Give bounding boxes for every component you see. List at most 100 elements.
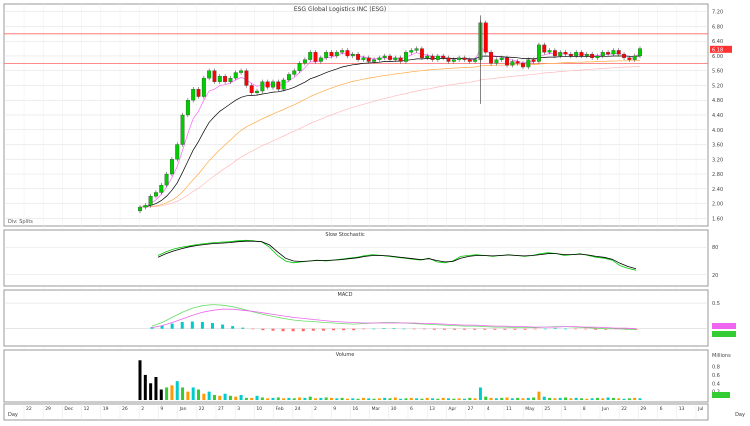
volume-bar xyxy=(244,397,248,400)
volume-bar xyxy=(170,385,174,400)
candle-body xyxy=(441,55,446,58)
macd-histogram-bar xyxy=(392,328,396,329)
volume-bar xyxy=(303,397,307,400)
macd-histogram-bar xyxy=(382,328,386,329)
volume-bar xyxy=(260,397,264,400)
x-axis-tick-label: 1 xyxy=(564,406,567,412)
x-axis-ticks: 22 29 Dec 12 19 26 2 9 Jan 22 27 3 10 Feb 24 2 9 16 Mar 30 6… xyxy=(23,404,703,420)
candle-body xyxy=(313,52,318,62)
volume-y-tick-label: 0.4 xyxy=(712,381,720,387)
volume-panel-frame xyxy=(3,349,709,403)
macd-histogram-bar xyxy=(180,322,184,329)
candle-body xyxy=(398,57,403,62)
macd-histogram-bar xyxy=(533,328,537,330)
volume-bar xyxy=(191,387,195,400)
volume-bar xyxy=(595,397,599,400)
volume-bar xyxy=(558,397,562,400)
candle-body xyxy=(233,72,238,79)
candle-body xyxy=(292,70,297,75)
candle-body xyxy=(154,192,158,197)
candle-body xyxy=(281,79,286,90)
volume-bar xyxy=(574,397,578,400)
volume-bar xyxy=(239,394,243,400)
x-axis-tick-label: 29 xyxy=(45,406,51,412)
volume-bar xyxy=(569,398,573,400)
volume-bar xyxy=(420,398,424,400)
macd-histogram-bar xyxy=(473,328,477,330)
candle-body xyxy=(302,59,307,64)
volume-bar xyxy=(308,396,312,400)
volume-bar xyxy=(383,397,387,400)
volume-bar xyxy=(532,397,536,400)
candle-body xyxy=(308,52,313,60)
price-candles xyxy=(138,15,642,214)
volume-bar xyxy=(159,389,163,400)
macd-panel: MACD 0.5 xyxy=(3,289,736,347)
volume-bar xyxy=(271,397,275,400)
volume-bar xyxy=(425,397,429,400)
macd-line xyxy=(151,308,637,330)
macd-histogram-bar xyxy=(543,328,547,330)
macd-y-tick-label: 0.5 xyxy=(712,301,720,307)
macd-panel-title: MACD xyxy=(338,292,353,298)
volume-bar xyxy=(276,397,280,400)
volume-bar xyxy=(250,397,254,400)
x-axis-tick-label: 30 xyxy=(391,406,397,412)
volume-bar xyxy=(186,391,190,400)
macd-histogram xyxy=(150,321,638,332)
x-axis-tick-label: May xyxy=(525,406,535,412)
candle-body xyxy=(175,144,180,160)
x-axis-period-label: Day xyxy=(8,412,18,418)
candle-body xyxy=(409,50,414,53)
candle-body xyxy=(531,59,536,62)
candle-body xyxy=(467,59,472,62)
price-horizontal-lines xyxy=(4,33,708,64)
macd-histogram-bar xyxy=(432,328,436,330)
candle-body xyxy=(579,52,584,57)
candle-body xyxy=(499,57,504,60)
volume-y-tick-label: 0.6 xyxy=(712,373,720,379)
volume-bar xyxy=(228,395,232,400)
volume-bar xyxy=(516,397,520,400)
candle-body xyxy=(616,50,621,55)
candle-body xyxy=(271,81,275,88)
candle-body xyxy=(191,89,196,101)
volume-bar xyxy=(234,396,238,400)
volume-bar xyxy=(548,397,552,400)
macd-histogram-bar xyxy=(241,327,245,329)
volume-bar xyxy=(388,398,392,400)
moving-average-line xyxy=(140,65,641,208)
candle-body xyxy=(558,52,563,57)
volume-bar xyxy=(468,397,472,400)
x-axis-tick-label: 25 xyxy=(544,406,550,412)
candle-body xyxy=(600,52,605,57)
candle-body xyxy=(265,81,270,88)
volume-y-tick-label: Millions xyxy=(712,353,731,359)
candle-body xyxy=(521,63,525,68)
macd-histogram-bar xyxy=(463,328,467,330)
price-y-tick-label: 3.60 xyxy=(712,143,723,149)
volume-bar xyxy=(473,398,477,400)
x-axis-tick-label: 4 xyxy=(487,406,490,412)
volume-bar xyxy=(165,387,169,400)
candle-body xyxy=(260,81,265,92)
price-y-tick-label: 1.60 xyxy=(712,216,723,222)
volume-bar xyxy=(298,397,302,400)
macd-y-axis: 0.5 xyxy=(712,301,736,337)
x-axis-tick-label: 9 xyxy=(333,406,336,412)
candle-body xyxy=(430,55,435,60)
x-axis-tick-label: 8 xyxy=(583,406,586,412)
volume-bar xyxy=(149,383,153,400)
price-y-tick-label: 4.40 xyxy=(712,113,723,119)
volume-bar xyxy=(606,397,610,400)
volume-bar xyxy=(175,381,179,400)
candle-body xyxy=(185,100,190,116)
macd-histogram-bar xyxy=(321,328,325,331)
candle-body xyxy=(638,48,642,57)
candle-body xyxy=(329,52,334,57)
candle-body xyxy=(590,53,595,58)
candle-body xyxy=(568,53,573,57)
volume-bar xyxy=(542,396,546,400)
candle-body xyxy=(228,77,233,82)
